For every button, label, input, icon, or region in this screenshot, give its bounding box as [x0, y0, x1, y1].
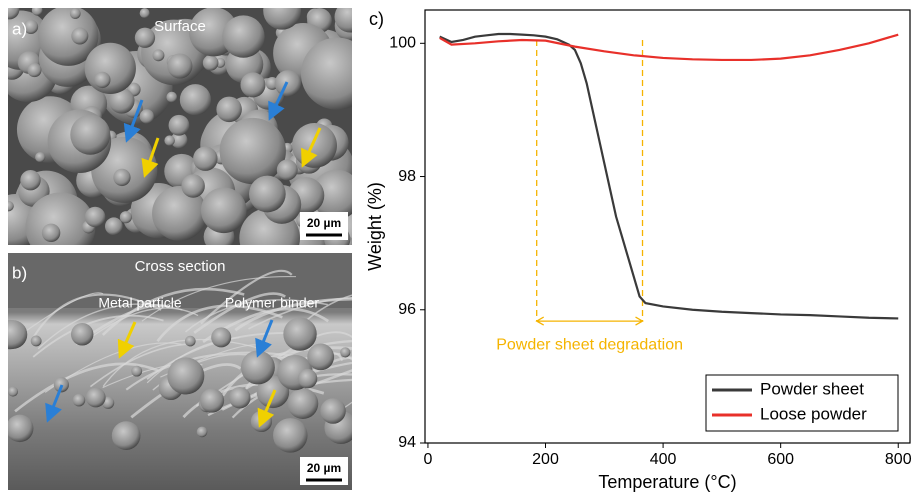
y-tick-label: 94 [398, 434, 416, 451]
x-tick-label: 400 [650, 451, 677, 468]
sem-particle [85, 207, 105, 227]
sem-particle [283, 317, 316, 350]
figure: a) Surface 20 µm b) Cross section Metal … [0, 0, 919, 496]
x-tick-label: 600 [767, 451, 794, 468]
sem-particle [292, 123, 337, 168]
sem-particle [211, 327, 231, 347]
sem-particle [112, 421, 141, 450]
image-annotation: Metal particle [98, 295, 181, 311]
sem-particle [180, 84, 211, 115]
sem-particle [140, 109, 154, 123]
y-tick-label: 98 [398, 168, 416, 185]
y-tick-label: 100 [389, 35, 416, 52]
sem-particle [131, 366, 142, 377]
sem-particle [320, 398, 346, 424]
sem-particle [335, 1, 366, 32]
sem-particle [193, 146, 217, 170]
data-line [440, 35, 899, 60]
sem-particle [20, 170, 40, 190]
sem-particle [3, 201, 13, 211]
legend-label: Powder sheet [760, 379, 864, 398]
sem-particle [288, 388, 319, 419]
sem-particle [120, 211, 132, 223]
sem-particle [6, 415, 33, 442]
sem-particle [42, 224, 60, 242]
sem-particle [340, 347, 350, 357]
sem-particle [201, 187, 247, 233]
sem-particle [164, 135, 174, 145]
x-tick-label: 800 [885, 451, 912, 468]
sem-particle [241, 350, 275, 384]
sem-particle [167, 53, 192, 78]
sem-particle [71, 323, 93, 345]
sem-particle [229, 387, 251, 409]
sem-particle [220, 118, 286, 184]
y-tick-label: 96 [398, 301, 416, 318]
sem-particle [277, 159, 298, 180]
x-tick-label: 0 [423, 451, 432, 468]
sem-particle [167, 357, 204, 394]
scale-bar-label: 20 µm [307, 461, 341, 475]
annotation-arrow [537, 317, 643, 325]
sem-particle [222, 15, 264, 57]
image-title: Cross section [135, 258, 226, 275]
sem-particle [273, 418, 308, 453]
sem-particle [94, 72, 110, 88]
sem-particle [135, 28, 155, 48]
sem-particle [85, 43, 136, 94]
sem-particle [169, 115, 190, 136]
sem-particle [249, 176, 286, 213]
sem-particle [8, 387, 18, 397]
sem-particle [216, 97, 242, 123]
sem-particle [113, 169, 130, 186]
sem-particle [185, 336, 196, 347]
sem-cross-section-image [0, 253, 431, 490]
sem-particle [153, 49, 165, 61]
y-axis-label: Weight (%) [365, 182, 385, 271]
sem-particle [35, 152, 45, 162]
panel-label: b) [12, 263, 27, 282]
panel-label: a) [12, 19, 27, 38]
sem-particle [31, 336, 42, 347]
sem-particle [70, 115, 110, 155]
sem-particle [73, 394, 86, 407]
sem-particle [71, 28, 88, 45]
sem-particle [32, 5, 43, 16]
sem-particle [70, 8, 81, 19]
sem-particle [307, 343, 334, 370]
sem-particle [166, 92, 177, 103]
scale-bar-label: 20 µm [307, 216, 341, 230]
sem-particle [240, 72, 265, 97]
data-line [440, 34, 899, 318]
image-title: Surface [154, 18, 206, 35]
sem-particle [105, 217, 123, 235]
panel-label: c) [369, 9, 384, 29]
annotation-text: Powder sheet degradation [496, 336, 683, 353]
sem-particle [86, 388, 106, 408]
sem-particle [301, 38, 373, 110]
sem-particle [27, 63, 41, 77]
image-annotation: Polymer binder [225, 295, 319, 311]
sem-particle [181, 174, 204, 197]
sem-particle [140, 8, 150, 18]
sem-particle [298, 369, 318, 389]
x-axis-label: Temperature (°C) [598, 472, 736, 492]
sem-particle [203, 55, 219, 71]
sem-particle [200, 389, 224, 413]
x-tick-label: 200 [532, 451, 559, 468]
legend-label: Loose powder [760, 404, 867, 423]
sem-particle [197, 427, 208, 438]
